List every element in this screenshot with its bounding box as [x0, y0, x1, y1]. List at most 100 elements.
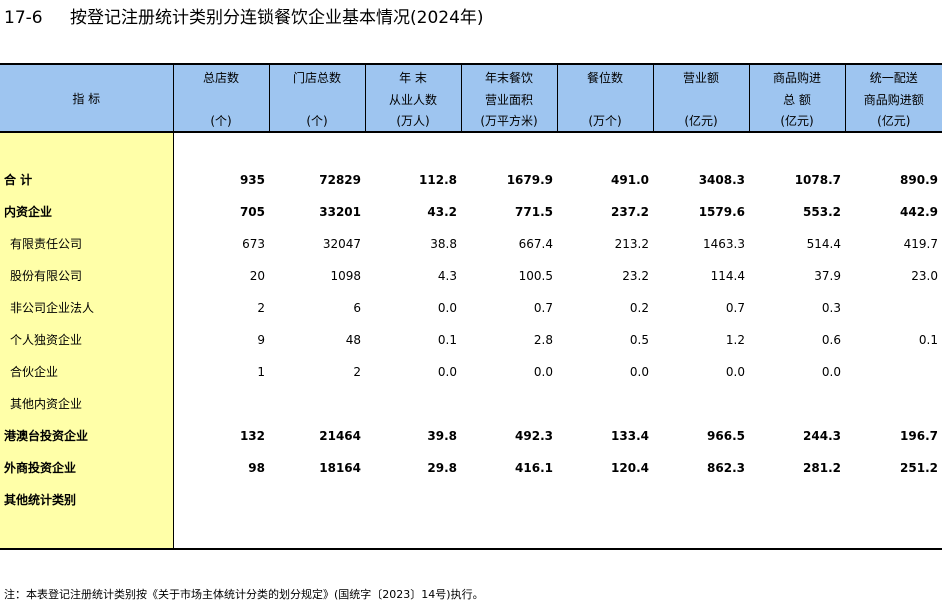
table-cell: [557, 484, 653, 516]
header-col-label-2: 总 额: [783, 93, 811, 107]
table-cell: 29.8: [427, 461, 457, 475]
table-cell: [461, 388, 557, 420]
table-spacer-row: [0, 516, 942, 550]
table-cell: 33201: [319, 205, 361, 219]
table-row: 港澳台投资企业 132 21464 39.8 492.3 133.4 966.5 244.3 1…: [0, 420, 942, 452]
data-table-container: 指 标 总店数 (个) 门店总数 (个) 年 末 从业人数 (万人): [0, 63, 942, 550]
table-cell: [749, 388, 845, 420]
header-indicator: 指 标: [0, 63, 174, 133]
table-cell: 0.0: [533, 365, 553, 379]
header-col-label-2: 从业人数: [388, 93, 437, 107]
table-cell: [173, 516, 269, 550]
table-cell: 514.4: [806, 237, 841, 251]
table-cell: [365, 516, 461, 550]
table-cell: 0.7: [533, 301, 553, 315]
table-cell: 2: [257, 301, 265, 315]
header-col-4: 年末餐饮 营业面积 (万平方米): [461, 63, 558, 133]
table-cell: 2: [353, 365, 361, 379]
table-cell: 72829: [319, 173, 361, 187]
table-cell: 0.0: [725, 365, 745, 379]
table-cell: 966.5: [707, 429, 745, 443]
table-cell: 416.1: [515, 461, 553, 475]
table-cell: 38.8: [430, 237, 457, 251]
table-cell: 244.3: [803, 429, 841, 443]
table-cell: 0.0: [629, 365, 649, 379]
table-row: 外商投资企业 98 18164 29.8 416.1 120.4 862.3 281.2 251…: [0, 452, 942, 484]
header-col-5: 餐位数 (万个): [557, 63, 654, 133]
table-cell: 1679.9: [506, 173, 553, 187]
table-cell: [269, 388, 365, 420]
table-row: 非公司企业法人 2 6 0.0 0.7 0.2 0.7 0.3: [0, 292, 942, 324]
row-label: 合伙企业: [0, 356, 174, 388]
table-cell: 21464: [319, 429, 361, 443]
header-indicator-label: 指 标: [72, 92, 101, 106]
table-cell: [557, 388, 653, 420]
row-label: 有限责任公司: [0, 228, 174, 260]
header-col-unit: (亿元): [684, 114, 718, 128]
row-label: 股份有限公司: [0, 260, 174, 292]
table-cell: 112.8: [419, 173, 457, 187]
table-cell: [653, 484, 749, 516]
header-col-3: 年 末 从业人数 (万人): [365, 63, 462, 133]
table-cell: 1.2: [725, 333, 745, 347]
table-cell: 32047: [322, 237, 361, 251]
table-cell: 9: [257, 333, 265, 347]
table-cell: [173, 388, 269, 420]
table-cell: 553.2: [803, 205, 841, 219]
table-cell: [653, 516, 749, 550]
table-row: 其他统计类别: [0, 484, 942, 516]
table-row: 个人独资企业 9 48 0.1 2.8 0.5 1.2 0.6 0.1: [0, 324, 942, 356]
row-label-cell: [0, 516, 174, 550]
table-cell: 0.2: [629, 301, 649, 315]
table-cell: [365, 484, 461, 516]
table-cell: 492.3: [515, 429, 553, 443]
table-cell: 419.7: [903, 237, 938, 251]
table-cell: [269, 484, 365, 516]
table-cell: 0.7: [725, 301, 745, 315]
table-cell: [749, 484, 845, 516]
row-label: 港澳台投资企业: [0, 420, 174, 452]
table-cell: [557, 516, 653, 550]
row-label: 其他内资企业: [0, 388, 174, 420]
table-cell: 771.5: [515, 205, 553, 219]
table-number: 17-6: [4, 8, 43, 28]
table-cell: 935: [239, 173, 265, 187]
table-cell: 1579.6: [698, 205, 745, 219]
header-col-label: 年末餐饮: [484, 71, 533, 85]
table-header-row: 指 标 总店数 (个) 门店总数 (个) 年 末 从业人数 (万人): [0, 63, 942, 133]
table-cell: 39.8: [427, 429, 457, 443]
header-col-label: 餐位数: [586, 71, 623, 85]
table-cell: [749, 516, 845, 550]
table-cell: 114.4: [710, 269, 745, 283]
table-cell: [845, 356, 942, 388]
table-cell: 23.2: [622, 269, 649, 283]
page-title: 17-6 按登记注册统计类别分连锁餐饮企业基本情况(2024年): [4, 6, 484, 30]
table-cell: [845, 516, 942, 550]
table-cell: [845, 292, 942, 324]
table-cell: 890.9: [900, 173, 938, 187]
header-col-unit: (万人): [396, 114, 430, 128]
table-cell: [845, 484, 942, 516]
table-cell: 18164: [319, 461, 361, 475]
table-cell: [653, 388, 749, 420]
table-cell: 0.1: [918, 333, 938, 347]
header-col-unit: (亿元): [780, 114, 814, 128]
header-col-1: 总店数 (个): [173, 63, 270, 133]
row-label: 内资企业: [0, 196, 174, 228]
table-cell: 23.0: [911, 269, 938, 283]
table-cell: [461, 484, 557, 516]
header-col-label: 年 末: [399, 71, 427, 85]
row-label: 合 计: [0, 164, 174, 196]
table-cell: [845, 388, 942, 420]
table-cell: 1078.7: [794, 173, 841, 187]
row-label: 非公司企业法人: [0, 292, 174, 324]
table-cell: 3408.3: [698, 173, 745, 187]
table-cell: 48: [345, 333, 361, 347]
table-cell: 673: [242, 237, 265, 251]
table-cell: 862.3: [707, 461, 745, 475]
table-cell: 0.0: [821, 365, 841, 379]
row-label: 其他统计类别: [0, 484, 174, 516]
table-row: 股份有限公司 20 1098 4.3 100.5 23.2 114.4 37.9 23.0: [0, 260, 942, 292]
table-cell: 491.0: [611, 173, 649, 187]
table-row: 内资企业 705 33201 43.2 771.5 237.2 1579.6 553.2 442…: [0, 196, 942, 228]
